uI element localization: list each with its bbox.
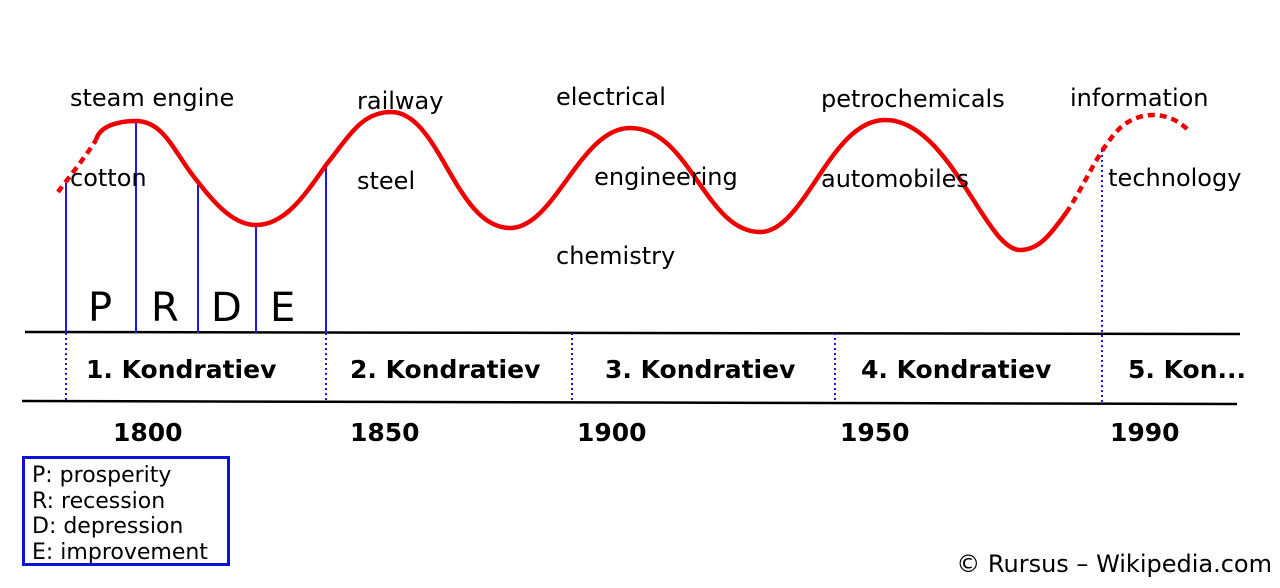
phase-label-prosperity: P (88, 285, 113, 331)
innovation-line: steam engine (70, 84, 235, 112)
legend-item-prosperity: P: prosperity (32, 463, 172, 488)
phase-label-improvement: E (270, 285, 296, 331)
wave-curve-end-dashed (1064, 112, 1192, 215)
innovation-label-4: petrochemicals automobiles (821, 33, 1005, 219)
year-label-1850: 1850 (350, 418, 420, 447)
innovation-line: railway (357, 87, 444, 115)
wave-label-3: 3. Kondratiev (605, 355, 796, 384)
innovation-line: technology (1070, 163, 1242, 192)
innovation-line: chemistry (556, 242, 676, 270)
credit-text: © Rursus – Wikipedia.com (956, 550, 1272, 578)
wave-label-2: 2. Kondratiev (350, 355, 541, 384)
innovation-label-2: railway steel (357, 35, 443, 221)
legend-item-improvement: E: improvement (32, 539, 208, 565)
year-label-1900: 1900 (577, 418, 647, 447)
phase-label-depression: D (211, 285, 242, 331)
wave-label-4: 4. Kondratiev (861, 355, 1052, 384)
legend-box: P: prosperity R: recession D: depression… (22, 456, 230, 566)
innovation-label-1: steam engine cotton (70, 32, 234, 218)
axis-line-bottom (21, 399, 1238, 406)
year-label-1950: 1950 (840, 418, 910, 447)
year-label-1800: 1800 (113, 418, 183, 447)
wave-label-1: 1. Kondratiev (86, 355, 277, 384)
axis-line-top (24, 330, 1241, 336)
legend-item-recession: R: recession (32, 488, 166, 514)
wave-curve-start-dashed (56, 138, 98, 194)
wave-label-5: 5. Kon... (1128, 355, 1246, 384)
innovation-line: engineering (556, 162, 738, 191)
innovation-label-5: information technology (1070, 32, 1241, 218)
innovation-line: petrochemicals (821, 85, 1005, 113)
innovation-line: cotton (70, 163, 147, 192)
legend-item-depression: D: depression (32, 514, 184, 539)
innovation-line: steel (357, 166, 416, 195)
innovation-label-3: electrical engineering chemistry (556, 31, 738, 296)
phase-label-recession: R (151, 285, 179, 331)
innovation-line: electrical (556, 83, 666, 111)
innovation-line: automobiles (821, 164, 969, 193)
innovation-line: information (1070, 84, 1209, 112)
wave-curve (93, 109, 1068, 253)
year-label-1990: 1990 (1110, 418, 1180, 447)
